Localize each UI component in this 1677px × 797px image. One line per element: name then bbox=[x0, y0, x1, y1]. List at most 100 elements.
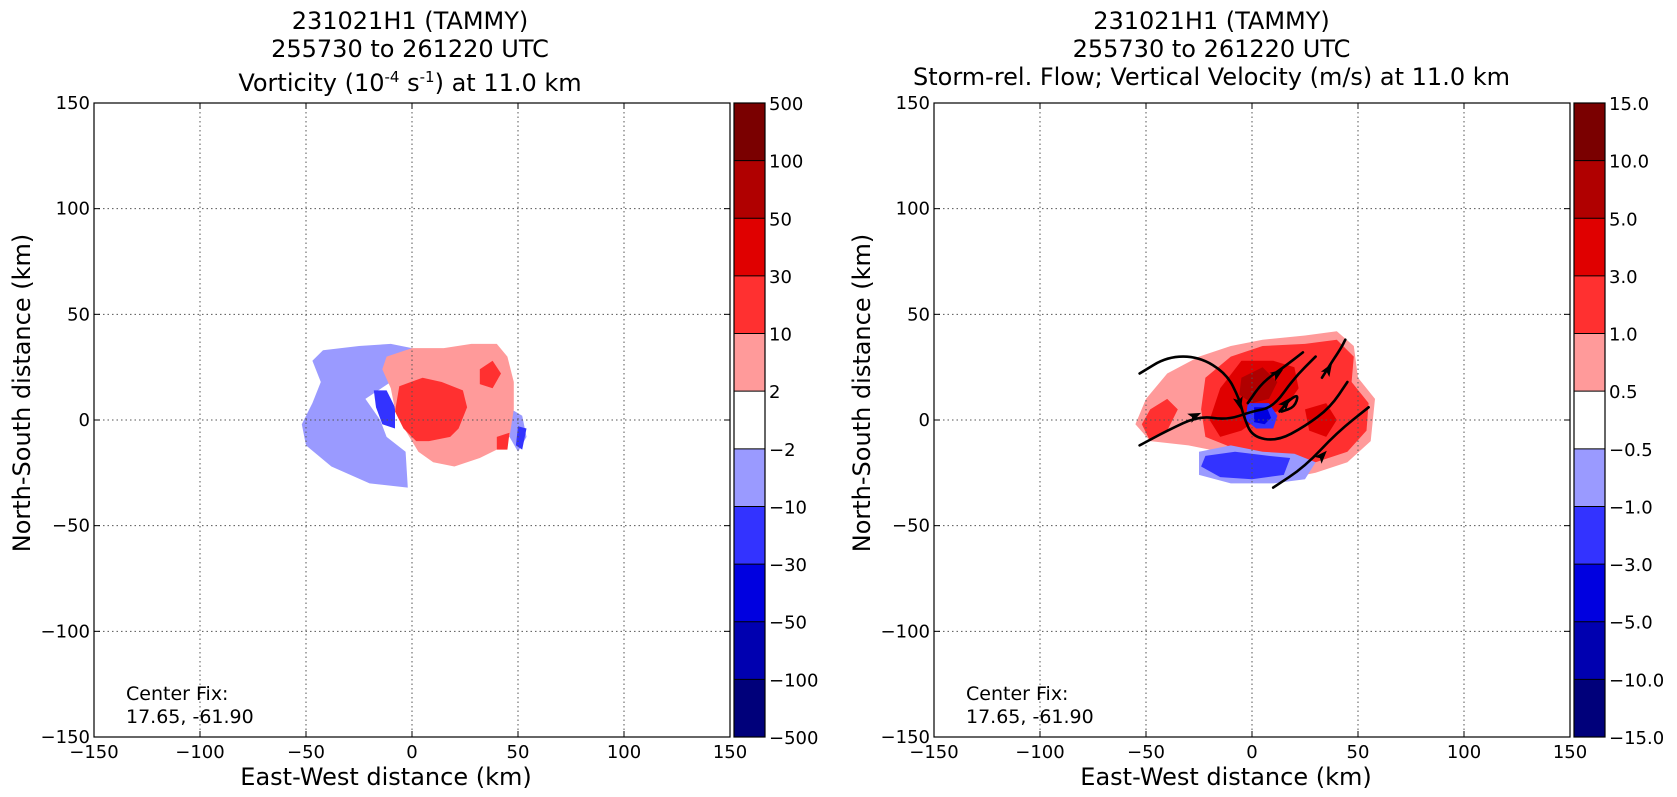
colorbar-segment bbox=[1574, 621, 1605, 680]
x-tick-label: −150 bbox=[909, 742, 958, 763]
contour-region bbox=[1201, 451, 1291, 480]
x-tick-label: −100 bbox=[1015, 742, 1064, 763]
colorbar-label: −500 bbox=[769, 728, 818, 749]
colorbar-segment bbox=[734, 103, 765, 161]
colorbar-label: −50 bbox=[769, 613, 807, 634]
streamline-arrow bbox=[1278, 397, 1291, 411]
colorbar-label: 30 bbox=[769, 267, 792, 288]
colorbar: 15.0 10.0 5.0 3.0 1.0 0.5 −0.5 −1.0 −3.0 −5.0 −10.… bbox=[1573, 94, 1664, 749]
colorbar-segment bbox=[1574, 679, 1605, 737]
streamline-arrow bbox=[1320, 363, 1333, 378]
colorbar-frame bbox=[1573, 102, 1606, 738]
vorticity-chart: −150 −100 −50 0 50 100 150150100500−50−100−150… bbox=[8, 93, 818, 791]
y-axis-label: North-South distance (km) bbox=[848, 234, 876, 553]
y-tick-label: −100 bbox=[881, 621, 930, 642]
colorbar-segment bbox=[734, 621, 765, 680]
colorbar-segment bbox=[734, 333, 765, 392]
contour-region bbox=[395, 377, 468, 442]
y-tick-label: 0 bbox=[79, 410, 90, 431]
colorbar-segment bbox=[734, 160, 765, 219]
y-tick-label: −150 bbox=[881, 727, 930, 748]
y-tick-label: 0 bbox=[919, 410, 930, 431]
panel-title-line1: 231021H1 (TAMMY) bbox=[1093, 7, 1330, 35]
colorbar-segment bbox=[1574, 448, 1605, 507]
panel-title-line1: 231021H1 (TAMMY) bbox=[291, 7, 529, 35]
colorbar-label: 10.0 bbox=[1609, 152, 1649, 173]
x-tick-label: 0 bbox=[406, 742, 417, 763]
streamline bbox=[1138, 355, 1349, 441]
panel-title-line2: 255730 to 261220 UTC bbox=[1072, 35, 1351, 63]
x-tick-label: −100 bbox=[175, 742, 224, 763]
colorbar-segment bbox=[734, 564, 765, 622]
colorbar-segment bbox=[734, 218, 765, 276]
colorbar-label: −0.5 bbox=[1609, 440, 1653, 461]
contour-region bbox=[496, 432, 510, 450]
plot-area: −150 −100 −50 0 50 100 150 150 100 50 0 −50 −100 −150 bbox=[41, 93, 748, 763]
colorbar-segment bbox=[1574, 564, 1605, 622]
streamline-arrow bbox=[1232, 396, 1243, 410]
colorbar-label: 15.0 bbox=[1609, 94, 1649, 115]
colorbar-frame bbox=[733, 102, 766, 738]
center-fix-value: 17.65, -61.90 bbox=[966, 706, 1094, 728]
colorbar-label: 0.5 bbox=[1609, 382, 1638, 403]
y-tick-label: 150 bbox=[896, 93, 930, 114]
colorbar-segment bbox=[1574, 275, 1605, 334]
y-tick-label: 100 bbox=[56, 199, 90, 220]
x-tick-label: 100 bbox=[1447, 742, 1481, 763]
x-axis-label: East-West distance (km) bbox=[1080, 763, 1371, 791]
x-tick-label: 0 bbox=[1246, 742, 1257, 763]
colorbar-label: −30 bbox=[769, 555, 807, 576]
colorbar-segment bbox=[734, 506, 765, 565]
y-tick-label: 150 bbox=[56, 93, 90, 114]
colorbar-label: 5.0 bbox=[1609, 209, 1638, 230]
contour-region bbox=[301, 343, 412, 488]
x-tick-label: 50 bbox=[507, 742, 530, 763]
y-tick-label: 50 bbox=[907, 304, 930, 325]
x-tick-label: −150 bbox=[69, 742, 118, 763]
colorbar-label: 1.0 bbox=[1609, 325, 1638, 346]
colorbar-label: −100 bbox=[769, 670, 818, 691]
y-tick-label: 50 bbox=[67, 304, 90, 325]
streamline bbox=[1271, 406, 1370, 489]
vorticity-panel: 231021H1 (TAMMY) 255730 to 261220 UTC Vo… bbox=[8, 7, 818, 791]
y-tick-label: −100 bbox=[41, 621, 90, 642]
panel-title-line3: Storm-rel. Flow; Vertical Velocity (m/s)… bbox=[913, 63, 1510, 91]
x-tick-label: 150 bbox=[1553, 742, 1587, 763]
x-axis-label: East-West distance (km) bbox=[240, 763, 531, 791]
plot-area: −150 −100 −50 0 50 100 150 150 100 50 0 −50 −100 −150 bbox=[881, 93, 1588, 763]
streamline bbox=[1246, 351, 1305, 405]
colorbar-label: −1.0 bbox=[1609, 497, 1653, 518]
contour-region bbox=[373, 390, 395, 429]
colorbar-segment bbox=[1574, 160, 1605, 219]
colorbar-segment bbox=[1574, 218, 1605, 276]
colorbar-segment bbox=[1574, 506, 1605, 565]
center-fix-label: Center Fix: bbox=[126, 683, 228, 705]
colorbar-segment bbox=[734, 448, 765, 507]
colorbar-segment bbox=[1574, 333, 1605, 392]
y-tick-label: −50 bbox=[892, 516, 930, 537]
x-tick-label: 100 bbox=[607, 742, 641, 763]
colorbar-label: −10 bbox=[769, 497, 807, 518]
y-tick-label: −150 bbox=[41, 727, 90, 748]
streamline-arrow bbox=[1187, 412, 1202, 423]
contour-region bbox=[1305, 403, 1337, 437]
streamline-arrow bbox=[1314, 450, 1327, 464]
y-tick-label: 100 bbox=[896, 199, 930, 220]
colorbar-label: −2 bbox=[769, 440, 796, 461]
vertical-velocity-chart: −150 −100 −50 0 50 100 150150100500−50−100−150… bbox=[848, 93, 1664, 791]
colorbar-segment bbox=[734, 275, 765, 334]
y-axis-label: North-South distance (km) bbox=[8, 234, 36, 553]
center-fix-label: Center Fix: bbox=[966, 683, 1068, 705]
y-tick-label: −50 bbox=[52, 516, 90, 537]
colorbar-label: −3.0 bbox=[1609, 555, 1653, 576]
colorbar-label: −15.0 bbox=[1609, 728, 1664, 749]
colorbar-label: 3.0 bbox=[1609, 267, 1638, 288]
colorbar-label: 100 bbox=[769, 152, 803, 173]
colorbar-segment bbox=[1574, 103, 1605, 161]
x-tick-label: −50 bbox=[1127, 742, 1165, 763]
x-tick-label: 150 bbox=[713, 742, 747, 763]
panel-title-line3: Vorticity (10-4 s-1) at 11.0 km bbox=[238, 68, 582, 97]
vertical-velocity-panel: 231021H1 (TAMMY) 255730 to 261220 UTC St… bbox=[840, 0, 1677, 797]
colorbar: 500 100 50 30 10 2 −2 −10 −30 −50 −100 −500 bbox=[733, 94, 818, 749]
x-tick-label: −50 bbox=[287, 742, 325, 763]
